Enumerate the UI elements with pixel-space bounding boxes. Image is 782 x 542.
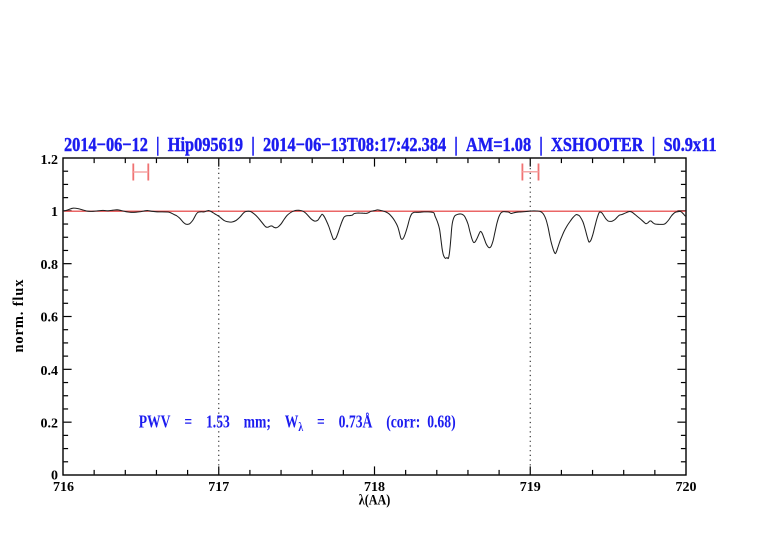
svg-text:0.8: 0.8 (41, 258, 59, 273)
svg-text:1: 1 (51, 205, 58, 220)
svg-text:0: 0 (51, 469, 58, 484)
svg-text:716: 716 (53, 480, 74, 495)
svg-text:0.6: 0.6 (41, 311, 59, 326)
svg-text:1.2: 1.2 (41, 153, 59, 168)
svg-text:718: 718 (364, 480, 385, 495)
svg-text:λ(AA): λ(AA) (359, 493, 391, 509)
svg-text:0.2: 0.2 (41, 417, 59, 432)
svg-text:norm. flux: norm. flux (11, 279, 27, 353)
svg-text:719: 719 (520, 480, 541, 495)
svg-text:717: 717 (208, 480, 229, 495)
svg-text:720: 720 (676, 480, 697, 495)
svg-text:0.4: 0.4 (41, 364, 59, 379)
svg-text:PWV = 1.53 mm; Wλ = 0.73: PWV = 1.53 mm; Wλ = 0.73Å (corr: 0.68) (139, 412, 456, 434)
svg-text:2014−06−12 | Hip095619 | 2: 2014−06−12 | Hip095619 | 2014−06−13T08:1… (64, 133, 717, 155)
